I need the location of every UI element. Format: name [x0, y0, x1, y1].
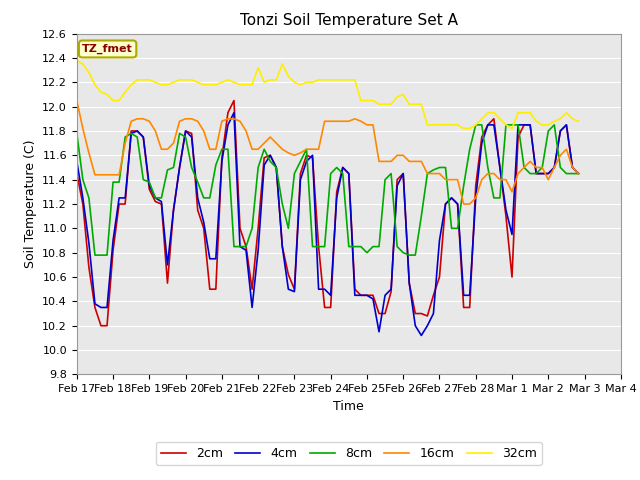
Legend: 2cm, 4cm, 8cm, 16cm, 32cm: 2cm, 4cm, 8cm, 16cm, 32cm	[156, 442, 541, 465]
Line: 2cm: 2cm	[77, 100, 579, 326]
16cm	[460, 201, 467, 207]
2cm	[97, 323, 105, 329]
4cm	[103, 305, 111, 311]
2cm	[230, 97, 238, 103]
16cm	[575, 171, 582, 177]
16cm	[79, 126, 86, 132]
8cm	[73, 131, 81, 136]
8cm	[79, 177, 86, 182]
4cm	[490, 122, 498, 128]
4cm	[417, 333, 425, 338]
2cm	[575, 171, 582, 177]
16cm	[73, 97, 81, 103]
2cm	[308, 155, 316, 161]
32cm	[79, 61, 86, 67]
4cm	[303, 158, 310, 164]
2cm	[333, 189, 340, 195]
2cm	[73, 171, 81, 177]
16cm	[484, 171, 492, 177]
2cm	[466, 305, 474, 311]
Y-axis label: Soil Temperature (C): Soil Temperature (C)	[24, 140, 36, 268]
4cm	[79, 195, 86, 201]
8cm	[575, 171, 582, 177]
8cm	[109, 179, 117, 185]
4cm	[327, 292, 335, 298]
4cm	[466, 292, 474, 298]
32cm	[484, 110, 492, 116]
Line: 32cm: 32cm	[77, 60, 579, 129]
Line: 8cm: 8cm	[77, 125, 579, 255]
Text: TZ_fmet: TZ_fmet	[82, 44, 133, 54]
32cm	[321, 77, 328, 83]
Line: 4cm: 4cm	[77, 113, 579, 336]
8cm	[303, 146, 310, 152]
Line: 16cm: 16cm	[77, 100, 579, 204]
32cm	[575, 119, 582, 124]
32cm	[296, 82, 304, 88]
4cm	[575, 171, 582, 177]
16cm	[321, 119, 328, 124]
8cm	[460, 183, 467, 189]
32cm	[103, 92, 111, 97]
2cm	[79, 201, 86, 207]
16cm	[454, 177, 461, 182]
4cm	[230, 110, 238, 116]
8cm	[91, 252, 99, 258]
2cm	[109, 247, 117, 253]
4cm	[73, 158, 81, 164]
16cm	[296, 150, 304, 156]
8cm	[490, 195, 498, 201]
Title: Tonzi Soil Temperature Set A: Tonzi Soil Temperature Set A	[240, 13, 458, 28]
8cm	[472, 122, 479, 128]
8cm	[327, 171, 335, 177]
32cm	[454, 122, 461, 128]
16cm	[103, 172, 111, 178]
32cm	[460, 126, 467, 132]
X-axis label: Time: Time	[333, 400, 364, 413]
2cm	[490, 116, 498, 121]
32cm	[73, 58, 81, 63]
